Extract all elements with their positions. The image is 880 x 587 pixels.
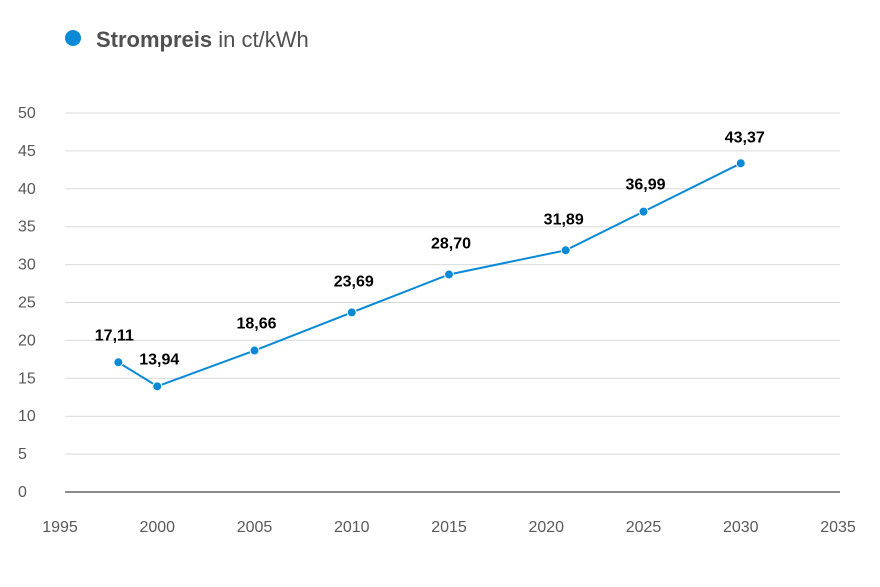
x-tick-label-2030: 2030	[723, 519, 759, 536]
data-label-2015: 28,70	[431, 235, 471, 252]
y-tick-label-25: 25	[18, 295, 36, 312]
legend-title-unit: in ct/kWh	[212, 27, 309, 52]
data-label-2005: 18,66	[236, 316, 276, 333]
grid	[65, 112, 840, 455]
data-point-2000	[152, 381, 163, 392]
x-tick-label-2005: 2005	[237, 519, 273, 536]
legend-title-bold: Strompreis	[96, 27, 212, 52]
y-tick-label-20: 20	[18, 332, 36, 349]
data-point-2015	[444, 269, 454, 280]
y-tick-label-0: 0	[18, 484, 27, 501]
x-tick-label-2020: 2020	[528, 519, 564, 536]
x-tick-label-2010: 2010	[334, 519, 370, 536]
data-label-1998: 17,11	[95, 327, 134, 344]
data-label-2010: 23,69	[334, 273, 374, 290]
y-tick-label-40: 40	[18, 181, 36, 198]
data-label-2030: 43,37	[725, 129, 765, 146]
y-tick-label-5: 5	[18, 446, 27, 463]
data-label-2025: 36,99	[625, 177, 665, 194]
data-point-2030	[735, 158, 746, 169]
y-tick-label-10: 10	[18, 408, 36, 425]
data-point-2005	[249, 345, 260, 356]
series-line	[117, 162, 742, 388]
data-label-2021: 31,89	[544, 211, 584, 228]
y-axis-ticks: 0 5 10 15 20 25 30 35 40 45 50	[18, 105, 36, 501]
data-label-2000: 13,94	[139, 351, 179, 368]
y-tick-label-15: 15	[18, 370, 36, 387]
data-point-2021	[560, 245, 571, 256]
legend: Strompreis in ct/kWh	[65, 27, 309, 52]
data-point-2010	[346, 307, 357, 318]
x-tick-label-1995: 1995	[42, 519, 78, 536]
x-tick-label-2025: 2025	[626, 519, 662, 536]
y-tick-label-50: 50	[18, 105, 36, 122]
legend-title: Strompreis in ct/kWh	[96, 27, 309, 52]
x-tick-label-2015: 2015	[431, 519, 467, 536]
data-points	[113, 158, 746, 392]
x-tick-label-2035: 2035	[820, 519, 856, 536]
data-point-2025	[638, 206, 649, 217]
y-tick-label-45: 45	[18, 143, 36, 160]
x-tick-label-2000: 2000	[139, 519, 175, 536]
x-axis-ticks: 1995 2000 2005 2010 2015 2020 2025 2030 2035	[42, 519, 856, 536]
legend-marker	[65, 30, 81, 46]
y-tick-label-35: 35	[18, 219, 36, 236]
data-point-1998	[113, 357, 124, 368]
y-tick-label-30: 30	[18, 257, 36, 274]
data-labels: 17,11 13,94 18,66 23,69 28,70 31,89 36,99 43,37	[95, 129, 765, 368]
